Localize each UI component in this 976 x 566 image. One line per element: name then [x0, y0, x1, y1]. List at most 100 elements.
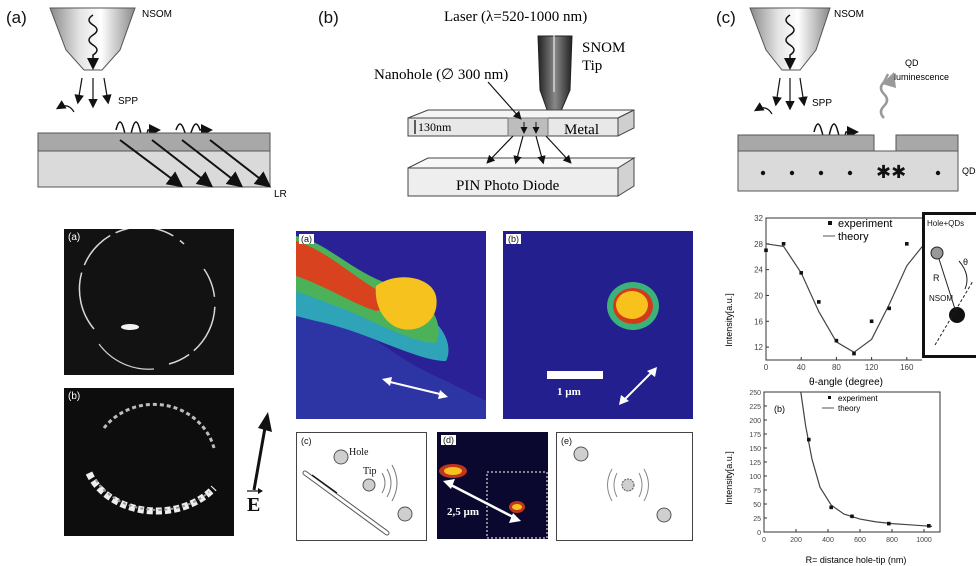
chart1-y-axis-label: Intensity[a.u.] [724, 293, 734, 347]
chart2-y-tick-label: 150 [749, 446, 761, 453]
chart1-experiment-point [764, 248, 768, 253]
e-field-arrow [252, 412, 272, 491]
snom-image-d-label: (d) [441, 435, 456, 445]
chart2-x-tick-label: 600 [854, 537, 866, 544]
chart2-x-tick-label: 200 [790, 537, 802, 544]
image-b-label: (b) [68, 391, 81, 402]
chart2-y-axis-label: Intensity[a.u.] [724, 451, 734, 505]
tip-sketch-label: Tip [363, 466, 377, 477]
chart1-y-tick-label: 16 [754, 317, 763, 326]
chart1-experiment-point [887, 306, 891, 311]
chart2-y-tick-label: 50 [753, 502, 761, 509]
chart2-experiment-point [807, 437, 811, 442]
chart1-y-tick-label: 32 [754, 214, 763, 223]
snom-image-a-label: (a) [299, 234, 314, 244]
hole-label: Hole [349, 447, 369, 458]
chart1-y-tick-label: 12 [754, 343, 763, 352]
leakage-image-a: (a) [64, 229, 234, 375]
image-a-label: (a) [68, 232, 81, 243]
vector-arrow-mark [247, 488, 263, 494]
chart2-y-tick-label: 250 [749, 390, 761, 397]
chart1-plot-frame [765, 217, 922, 361]
snom-image-b-label: (b) [506, 234, 521, 244]
chart1-y-tick-label: 28 [754, 240, 763, 249]
scale-bar [547, 371, 603, 379]
lr-label: LR [274, 189, 287, 200]
chart1-x-tick-label: 160 [900, 363, 914, 372]
nsom-label-c: NSOM [834, 9, 864, 20]
sketch-e-label: (e) [561, 436, 572, 446]
chart2-legend-experiment-marker [828, 396, 831, 399]
chart2-experiment-point [887, 521, 891, 526]
spp-label-c: SPP [812, 98, 832, 109]
chart1-legend-experiment: experiment [838, 218, 892, 230]
diode-label: PIN Photo Diode [456, 178, 560, 194]
chart1-experiment-point [799, 271, 803, 275]
chart1-experiment-point [905, 242, 909, 246]
chart2-x-tick-label: 800 [886, 537, 898, 544]
angle-intensity-chart: Intensity[a.u.] θ-angle (degree) experim… [724, 214, 922, 388]
scale-label: 1 µm [557, 386, 581, 398]
chart2-y-tick-label: 0 [757, 530, 761, 537]
nanohole-label: Nanohole (∅ 300 nm) [374, 67, 508, 83]
chart1-legend-experiment-marker [828, 221, 832, 225]
qds-label: QDs [962, 166, 976, 176]
distance-intensity-chart: Intensity[a.u.] R= distance hole-tip (nm… [724, 390, 941, 565]
metal-label: Metal [564, 122, 599, 138]
chart2-x-tick-label: 400 [822, 537, 834, 544]
snom-tip [537, 35, 573, 119]
svg-text:✱✱: ✱✱ [876, 162, 906, 182]
panel-a-label: (a) [6, 8, 27, 27]
chart1-theory-line [765, 243, 922, 354]
chart2-x-tick-label: 0 [762, 537, 766, 544]
inset-theta-label: θ [963, 257, 969, 267]
chart1-x-tick-label: 0 [764, 363, 769, 372]
e-field-label: E [247, 494, 261, 516]
qd-luminescence-label-2: luminescence [894, 72, 949, 82]
chart2-experiment-point [850, 514, 854, 519]
chart1-x-tick-label: 80 [832, 363, 841, 372]
panel-b-setup-diagram: Laser (λ=520-1000 nm) SNOM Tip Nanohole … [374, 9, 636, 197]
sketch-c: (c) Hole Tip [296, 432, 427, 541]
chart2-legend-theory: theory [838, 404, 860, 413]
chart2-legend-experiment: experiment [838, 394, 878, 403]
chart2-y-tick-label: 125 [749, 460, 761, 467]
chart1-x-axis-label: θ-angle (degree) [809, 377, 883, 388]
qd-luminescence-label-1: QD [905, 58, 919, 68]
chart2-experiment-point [927, 524, 931, 528]
chart2-theory-line [800, 391, 933, 527]
chart1-x-tick-label: 40 [797, 363, 806, 372]
thickness-label: 130nm [418, 120, 452, 134]
chart2-y-tick-label: 75 [753, 488, 761, 495]
chart2-x-tick-label: 1000 [916, 537, 932, 544]
tip-label: Tip [582, 58, 602, 74]
chart2-y-tick-label: 100 [749, 474, 761, 481]
panel-a-nsom-diagram: NSOM SPP LR [37, 7, 287, 200]
snom-label: SNOM [582, 40, 625, 56]
chart1-x-tick-label: 120 [865, 363, 879, 372]
nsom-probe [49, 7, 136, 71]
snom-image-a: (a) [296, 231, 486, 419]
chart2-plot-frame [763, 391, 941, 533]
laser-label: Laser (λ=520-1000 nm) [444, 9, 587, 25]
distance-label: 2,5 µm [447, 506, 480, 518]
chart1-experiment-point [817, 300, 821, 304]
spp-label: SPP [118, 96, 138, 107]
chart2-y-tick-label: 25 [753, 516, 761, 523]
chart1-experiment-point [781, 242, 786, 246]
chart2-y-tick-label: 225 [749, 404, 761, 411]
chart1-y-tick-label: 24 [754, 266, 763, 275]
chart1-experiment-point [852, 351, 856, 356]
chart1-y-tick-label: 20 [754, 291, 763, 300]
chart2-x-axis-label: R= distance hole-tip (nm) [806, 555, 907, 565]
leakage-image-b: (b) [64, 388, 234, 536]
inset-r-label: R [933, 273, 940, 283]
chart2-title: (b) [774, 404, 785, 414]
snom-image-d: (d) 2,5 µm [437, 432, 548, 539]
geometry-inset: Hole+QDs R θ NSOM [922, 212, 976, 358]
panel-b-label: (b) [318, 8, 339, 27]
sketch-c-label: (c) [301, 436, 312, 446]
panel-c-qd-diagram: ✱✱ NSOM SPP QD luminescence QDs [737, 7, 976, 192]
chart2-y-tick-label: 175 [749, 432, 761, 439]
chart2-experiment-point [829, 505, 833, 510]
